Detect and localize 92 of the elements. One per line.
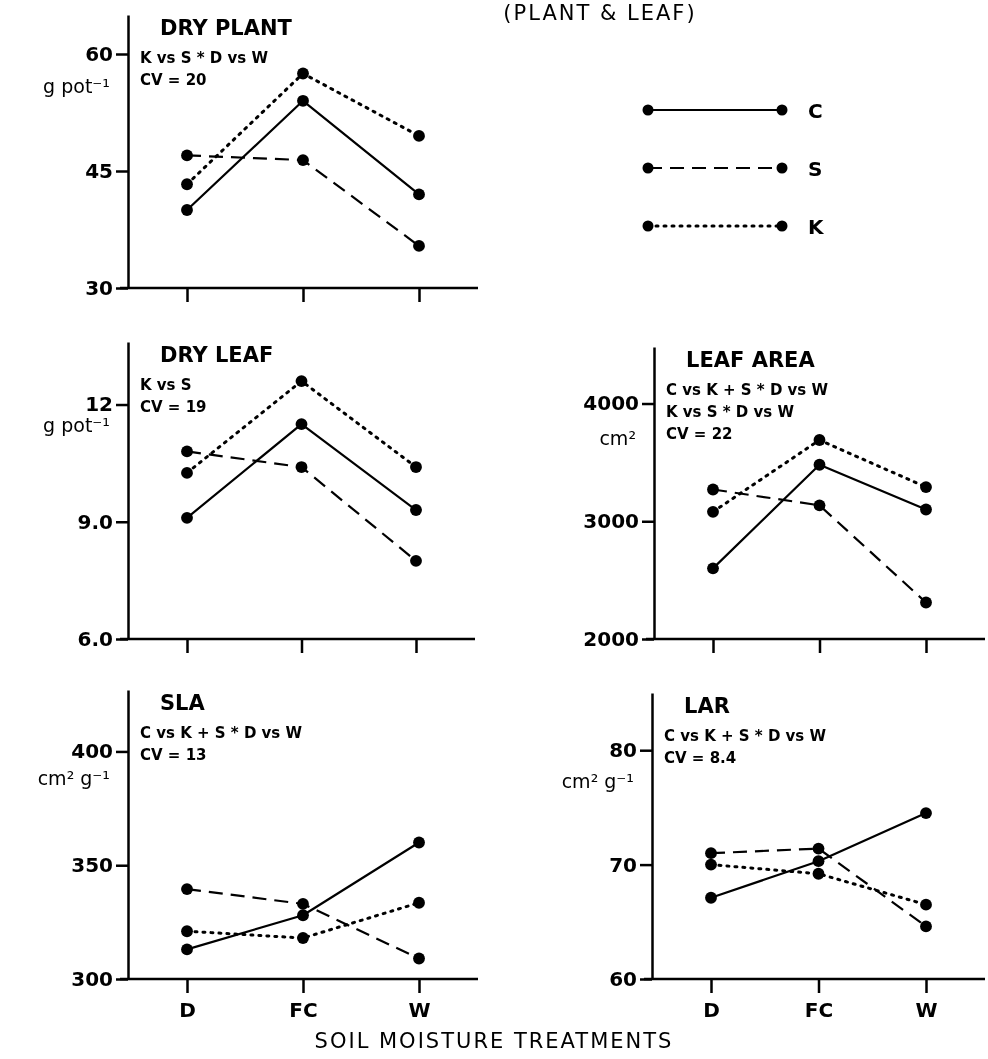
annotation: CV = 20 xyxy=(140,71,207,89)
point xyxy=(297,909,309,922)
annotation: CV = 8.4 xyxy=(664,749,737,767)
point xyxy=(707,562,719,575)
annotation: CV = 22 xyxy=(666,425,733,443)
annotation: C vs K + S * D vs W xyxy=(140,724,303,742)
legend-label: S xyxy=(808,157,823,181)
point xyxy=(413,239,425,252)
point xyxy=(181,149,193,162)
point xyxy=(181,178,193,191)
x-tick-label: D xyxy=(179,998,196,1023)
point xyxy=(920,898,932,911)
y-tick-label: 2000 xyxy=(583,626,639,651)
y-tick-label: 60 xyxy=(609,966,637,991)
y-tick-label: 80 xyxy=(609,738,637,763)
point xyxy=(705,847,717,860)
y-tick-label: 3000 xyxy=(583,509,639,534)
y-tick-label: 400 xyxy=(71,739,113,764)
annotation: CV = 13 xyxy=(140,746,207,764)
point xyxy=(181,883,193,896)
y-axis-title: g pot⁻¹ xyxy=(43,414,110,436)
point xyxy=(295,375,308,387)
point xyxy=(181,925,193,938)
point xyxy=(813,434,826,446)
y-axis-title: cm² g⁻¹ xyxy=(561,770,634,792)
annotation: C vs K + S * D vs W xyxy=(666,381,829,399)
x-tick-label: FC xyxy=(289,998,318,1023)
y-tick-label: 45 xyxy=(85,158,113,183)
point xyxy=(181,445,193,458)
x-axis-title: SOIL MOISTURE TREATMENTS xyxy=(314,1029,674,1053)
y-tick-label: 12 xyxy=(85,392,113,417)
point xyxy=(812,867,825,880)
chart-title: LEAF AREA xyxy=(686,348,816,372)
y-tick-label: 70 xyxy=(609,852,637,877)
y-tick-label: 350 xyxy=(71,853,113,878)
chart-title: LAR xyxy=(684,694,730,718)
point xyxy=(181,511,193,524)
point xyxy=(813,499,826,512)
x-tick-label: D xyxy=(703,998,720,1023)
y-tick-label: 300 xyxy=(71,966,113,991)
point xyxy=(413,188,425,201)
point xyxy=(813,458,826,471)
y-tick-label: 9.0 xyxy=(77,509,113,534)
y-tick-label: 6.0 xyxy=(77,626,113,651)
point xyxy=(181,943,193,956)
text: (PLANT & LEAF) xyxy=(503,1,697,25)
chart-title: DRY LEAF xyxy=(160,343,274,367)
point xyxy=(920,596,932,609)
point xyxy=(705,891,717,904)
y-axis-title: cm² g⁻¹ xyxy=(37,767,110,789)
x-tick-label: FC xyxy=(804,998,834,1023)
point xyxy=(297,94,309,107)
point xyxy=(181,467,193,479)
point xyxy=(413,952,425,965)
point xyxy=(297,67,309,80)
point xyxy=(410,504,422,516)
x-tick-label: W xyxy=(915,998,938,1023)
y-axis-title: g pot⁻¹ xyxy=(43,75,110,97)
x-tick-label: W xyxy=(408,998,431,1023)
point xyxy=(297,154,309,166)
point xyxy=(920,481,932,494)
legend-label: K xyxy=(808,215,825,239)
legend-label: C xyxy=(808,99,823,123)
point xyxy=(812,842,825,855)
point xyxy=(410,554,422,567)
y-tick-label: 30 xyxy=(85,275,113,300)
point xyxy=(413,896,425,909)
annotation: C vs K + S * D vs W xyxy=(664,727,827,745)
point xyxy=(707,505,719,518)
y-tick-label: 60 xyxy=(85,41,113,66)
y-axis-title: cm² xyxy=(599,427,636,449)
point xyxy=(812,855,825,868)
annotation: K vs S * D vs W xyxy=(140,49,269,67)
chart-title: SLA xyxy=(160,691,206,715)
point xyxy=(707,483,719,496)
point xyxy=(413,129,425,142)
point xyxy=(410,461,422,473)
point xyxy=(920,503,932,516)
annotation: CV = 19 xyxy=(140,398,207,416)
point xyxy=(297,898,309,910)
point xyxy=(920,807,932,820)
point xyxy=(705,858,717,871)
point xyxy=(295,418,308,430)
point xyxy=(295,461,308,473)
annotation: K vs S * D vs W xyxy=(666,403,795,421)
y-tick-label: 4000 xyxy=(583,391,639,416)
point xyxy=(413,836,425,849)
point xyxy=(181,204,193,216)
chart-title: DRY PLANT xyxy=(160,16,293,40)
point xyxy=(920,920,932,933)
point xyxy=(297,932,309,944)
annotation: K vs S xyxy=(140,376,192,394)
